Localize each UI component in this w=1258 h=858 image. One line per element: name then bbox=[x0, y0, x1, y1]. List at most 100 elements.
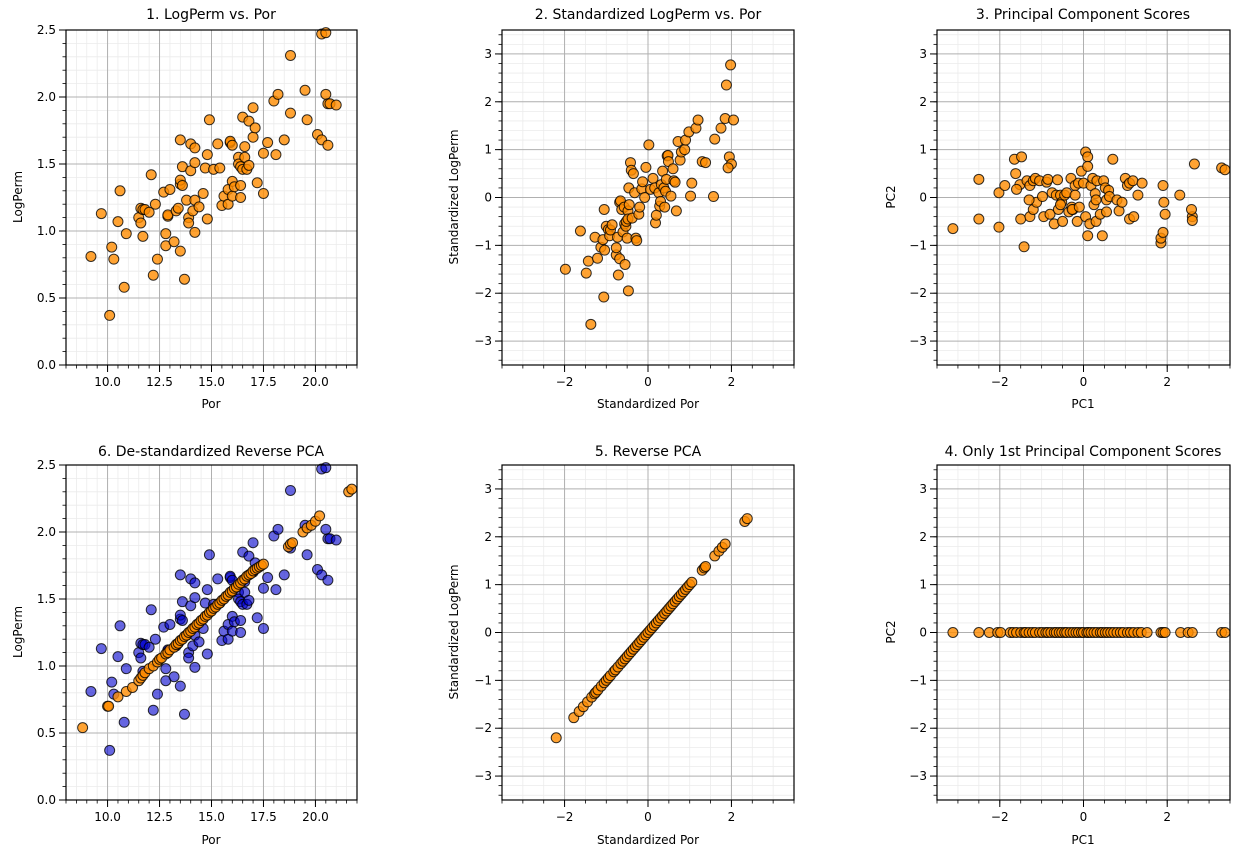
data-point-reconstructed bbox=[103, 700, 115, 712]
data-point-standardized bbox=[720, 79, 732, 91]
data-point-standardized bbox=[670, 205, 682, 217]
data-point-standardized bbox=[612, 269, 624, 281]
x-tick-label: −2 bbox=[556, 810, 574, 824]
data-point-data bbox=[278, 134, 290, 146]
y-tick-label: 0 bbox=[919, 626, 927, 640]
data-point-original bbox=[143, 641, 155, 653]
data-point-data bbox=[214, 162, 226, 174]
data-point-standardized bbox=[582, 255, 594, 267]
data-point-standardized bbox=[623, 199, 635, 211]
data-point-data bbox=[178, 273, 190, 285]
data-point-standardized bbox=[700, 157, 712, 169]
y-tick-label: 2.5 bbox=[37, 458, 56, 472]
data-point-pc_scores bbox=[1188, 158, 1200, 170]
x-tick-label: 2 bbox=[1163, 810, 1171, 824]
data-point-pc_scores bbox=[947, 223, 959, 235]
data-point-original bbox=[164, 618, 176, 630]
data-point-original bbox=[320, 462, 332, 474]
data-point-standardized bbox=[643, 139, 655, 151]
data-point-original bbox=[243, 594, 255, 606]
data-point-pc_scores bbox=[1042, 173, 1054, 185]
y-tick-label: −1 bbox=[909, 238, 927, 252]
data-point-data bbox=[330, 99, 342, 111]
data-point-standardized bbox=[665, 190, 677, 202]
panel-3: 3. Principal Component Scores PC1 PC2 −2… bbox=[884, 7, 1231, 411]
data-point-data bbox=[284, 107, 296, 119]
data-point-pc1_only bbox=[1219, 627, 1231, 638]
data-point-standardized bbox=[667, 163, 679, 175]
data-point-data bbox=[174, 245, 186, 257]
data-point-data bbox=[135, 217, 147, 229]
data-point-data bbox=[301, 114, 313, 126]
x-tick-label: 15.0 bbox=[198, 375, 225, 389]
y-axis-label: LogPerm bbox=[11, 171, 25, 223]
data-point-data bbox=[104, 309, 116, 321]
y-tick-label: 1.5 bbox=[37, 592, 56, 606]
data-point-pc_scores bbox=[1157, 226, 1169, 238]
data-point-data bbox=[249, 122, 261, 134]
data-point-data bbox=[320, 27, 332, 39]
plot-frame bbox=[936, 29, 1231, 366]
data-point-standardized bbox=[679, 144, 691, 156]
data-point-pc_scores bbox=[1052, 174, 1064, 186]
data-point-reconstructed bbox=[287, 537, 299, 549]
y-tick-label: −3 bbox=[909, 334, 927, 348]
grid bbox=[495, 465, 795, 807]
y-tick-label: 1 bbox=[484, 578, 492, 592]
y-tick-label: 2.5 bbox=[37, 23, 56, 37]
panel-title: 1. LogPerm vs. Por bbox=[146, 7, 276, 23]
data-point-standardized bbox=[709, 133, 721, 145]
data-point-standardized bbox=[728, 114, 740, 126]
points bbox=[77, 462, 358, 756]
data-point-data bbox=[189, 142, 201, 154]
grid bbox=[59, 29, 358, 372]
x-tick-label: 20.0 bbox=[302, 375, 329, 389]
x-tick-label: 20.0 bbox=[302, 810, 329, 824]
data-point-data bbox=[160, 228, 172, 240]
data-point-pc_scores bbox=[1071, 215, 1083, 227]
data-point-pc_scores bbox=[973, 213, 985, 225]
data-point-pc_scores bbox=[1054, 199, 1066, 211]
data-point-data bbox=[147, 269, 159, 281]
data-point-original bbox=[168, 671, 180, 683]
y-axis-label: PC2 bbox=[884, 620, 898, 643]
x-tick-label: 12.5 bbox=[146, 375, 173, 389]
y-tick-label: −1 bbox=[474, 673, 492, 687]
data-point-pc_scores bbox=[1082, 151, 1094, 163]
y-tick-label: 2 bbox=[484, 95, 492, 109]
x-axis-label: PC1 bbox=[1071, 833, 1094, 847]
data-point-pc_scores bbox=[973, 173, 985, 185]
data-point-data bbox=[197, 187, 209, 199]
data-point-original bbox=[120, 663, 132, 675]
data-point-data bbox=[106, 241, 118, 253]
y-axis-label: Standardized LogPerm bbox=[447, 129, 461, 264]
data-point-pc1_only bbox=[1159, 627, 1171, 638]
grid bbox=[930, 30, 1231, 372]
data-point-original bbox=[183, 652, 195, 664]
data-point-original bbox=[174, 680, 186, 692]
data-point-original bbox=[85, 685, 97, 697]
points bbox=[559, 59, 740, 330]
data-point-reverse_pca bbox=[719, 538, 731, 550]
data-point-pc_scores bbox=[1069, 189, 1081, 201]
data-point-original bbox=[151, 688, 163, 700]
y-tick-label: 2.0 bbox=[37, 525, 56, 539]
panel-title: 3. Principal Component Scores bbox=[976, 7, 1190, 23]
grid bbox=[59, 464, 358, 807]
data-point-original bbox=[262, 572, 274, 584]
data-point-original bbox=[257, 582, 269, 594]
data-point-pc1_only bbox=[1186, 627, 1198, 638]
data-point-pc_scores bbox=[1011, 183, 1023, 195]
x-tick-label: 0 bbox=[1080, 810, 1088, 824]
data-point-pc_scores bbox=[1018, 241, 1030, 253]
data-point-data bbox=[239, 141, 251, 153]
data-point-standardized bbox=[622, 285, 634, 297]
data-point-standardized bbox=[686, 177, 698, 189]
data-point-pc_scores bbox=[1136, 177, 1148, 189]
data-point-reverse_pca bbox=[741, 513, 753, 525]
data-point-pc_scores bbox=[999, 180, 1011, 192]
data-point-pc1_only bbox=[947, 627, 959, 638]
y-tick-label: 1 bbox=[484, 143, 492, 157]
data-point-standardized bbox=[610, 242, 622, 254]
data-point-standardized bbox=[650, 209, 662, 221]
